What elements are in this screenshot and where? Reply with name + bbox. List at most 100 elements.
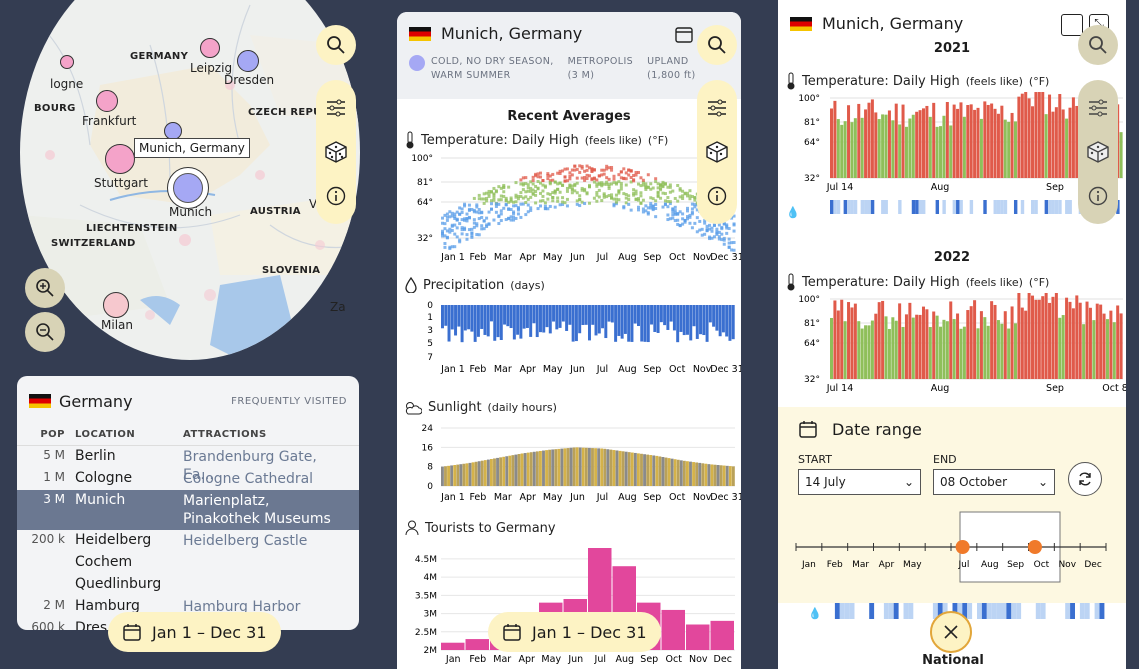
temp-bar xyxy=(891,120,895,178)
y-tick-label: 64° xyxy=(417,198,433,208)
temp-mark xyxy=(482,219,486,223)
zoom-out-button[interactable] xyxy=(25,312,65,352)
temp-mark xyxy=(516,206,520,210)
elevation: UPLAND (1,800 ft) xyxy=(647,56,696,81)
y-tick-label: 2M xyxy=(424,646,438,656)
temp-mark xyxy=(467,207,471,211)
pop-header: POP xyxy=(40,429,65,440)
precip-cell xyxy=(847,200,851,214)
precip-bar xyxy=(718,305,722,337)
temp-mark xyxy=(480,215,484,219)
info-button[interactable] xyxy=(1078,174,1118,218)
city-marker[interactable] xyxy=(96,90,118,112)
city-row[interactable]: 1 M Cologne Cologne Cathedral xyxy=(17,468,359,490)
date-range-chip[interactable]: Jan 1 – Dec 31 xyxy=(108,612,281,652)
temp-mark xyxy=(688,189,692,193)
precip-bar xyxy=(699,305,703,335)
temp-mark xyxy=(460,218,464,222)
filters-button[interactable] xyxy=(1078,86,1118,130)
temp-bar xyxy=(1061,315,1065,379)
temp-mark xyxy=(661,184,665,188)
city-marker[interactable] xyxy=(105,144,135,174)
info-button[interactable] xyxy=(697,174,737,218)
y-tick-label: 8 xyxy=(427,463,433,473)
precip-cell xyxy=(1034,200,1038,214)
sun-bar xyxy=(664,457,668,486)
temp-mark xyxy=(637,208,640,212)
precip-cell xyxy=(1099,603,1105,619)
precip-cell xyxy=(1040,603,1046,619)
filters-button[interactable] xyxy=(316,86,356,130)
city-row[interactable]: Cochem xyxy=(17,552,359,574)
filters-button[interactable] xyxy=(697,86,737,130)
city-row[interactable]: 200 k Heidelberg Heidelberg Castle xyxy=(17,530,359,552)
calendar-icon[interactable] xyxy=(675,25,693,43)
city-row[interactable]: 2 M Hamburg Hamburg Harbor xyxy=(17,596,359,618)
temp-bar xyxy=(864,109,868,178)
temp-mark xyxy=(695,216,699,220)
temp-mark xyxy=(627,168,631,172)
dice-icon xyxy=(1087,141,1109,163)
temp-mark xyxy=(512,218,516,222)
end-date-select[interactable]: 08 October ⌄ xyxy=(933,469,1055,495)
temp-bar xyxy=(1000,323,1004,379)
date-range-chip[interactable]: Jan 1 – Dec 31 xyxy=(488,612,661,652)
temp-bar xyxy=(979,118,983,178)
city-row[interactable]: Quedlinburg xyxy=(17,574,359,596)
precip-bar xyxy=(581,305,585,325)
zoom-in-button[interactable] xyxy=(25,268,65,308)
y-tick-label: 7 xyxy=(427,353,433,363)
temp-mark xyxy=(637,205,640,209)
temp-mark xyxy=(458,240,462,244)
year-2022: 2022 xyxy=(933,250,971,265)
temp-bar xyxy=(830,317,834,379)
month-label: Feb xyxy=(827,560,843,570)
temp-mark xyxy=(619,170,623,174)
temp-mark xyxy=(539,175,542,179)
temp-mark xyxy=(578,194,582,198)
city-marker[interactable] xyxy=(103,292,129,318)
temp-mark xyxy=(637,198,640,202)
temp-mark xyxy=(624,192,628,196)
calendar-button[interactable] xyxy=(1061,14,1083,36)
city-marker[interactable] xyxy=(60,55,74,69)
search-button[interactable] xyxy=(316,25,356,65)
sun-cloud-icon xyxy=(405,402,422,415)
temp-bar xyxy=(1109,310,1113,379)
temp-mark xyxy=(730,216,734,220)
city-marker[interactable] xyxy=(237,50,259,72)
temp-bar xyxy=(935,126,939,178)
temp-mark xyxy=(536,186,540,190)
city-marker[interactable] xyxy=(200,38,220,58)
close-button[interactable] xyxy=(930,611,972,653)
temp-mark xyxy=(671,213,675,217)
info-button[interactable] xyxy=(316,174,356,218)
temp-mark xyxy=(458,212,462,216)
random-button[interactable] xyxy=(1078,130,1118,174)
temp-mark xyxy=(722,222,726,226)
random-button[interactable] xyxy=(316,130,356,174)
sun-bar xyxy=(725,465,729,486)
place-title: Munich, Germany xyxy=(822,14,964,33)
temp-mark xyxy=(580,166,584,170)
sun-bar xyxy=(594,448,597,486)
selected-city-marker[interactable] xyxy=(167,167,209,209)
reset-button[interactable] xyxy=(1068,462,1102,496)
search-button[interactable] xyxy=(697,25,737,65)
city-row[interactable]: 5 M Berlin Brandenburg Gate, Ea... xyxy=(17,446,359,483)
x-tick-label: Dec 31 xyxy=(710,252,741,262)
temp-mark xyxy=(641,180,645,184)
search-button[interactable] xyxy=(1078,25,1118,65)
temp-mark xyxy=(519,215,523,219)
temp-mark xyxy=(485,199,489,203)
month-range-slider[interactable]: Jan Feb Mar Apr May Jul Aug Sep Oct Nov Dec xyxy=(778,507,1126,597)
start-date-select[interactable]: 14 July ⌄ xyxy=(798,469,921,495)
random-button[interactable] xyxy=(697,130,737,174)
tourist-bar xyxy=(465,639,489,650)
sun-bar xyxy=(554,449,558,486)
city-name: Quedlinburg xyxy=(75,576,162,592)
map-circle[interactable] xyxy=(20,0,360,360)
city-attractions: Brandenburg Gate, Ea... xyxy=(183,449,317,483)
city-row[interactable]: 3 M Munich Marienplatz, Pinakothek Museums xyxy=(17,490,359,530)
temp-mark xyxy=(681,197,685,201)
